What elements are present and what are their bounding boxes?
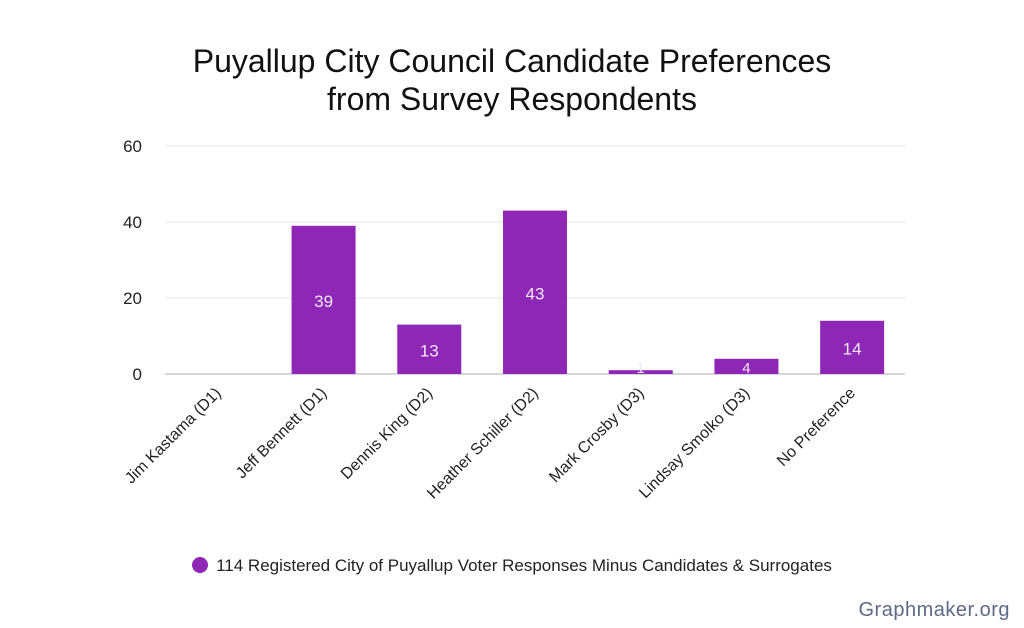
title-line-2: from Survey Respondents — [327, 81, 697, 117]
x-tick-label: Mark Crosby (D3) — [546, 385, 647, 486]
bar — [820, 320, 885, 374]
data-label: 4 — [742, 360, 750, 377]
x-tick-label: Heather Schiller (D2) — [424, 385, 542, 503]
bar — [503, 210, 567, 374]
y-tick-label: 0 — [133, 365, 142, 384]
title-line-1: Puyallup City Council Candidate Preferen… — [192, 43, 832, 79]
legend-label: 114 Registered City of Puyallup Voter Re… — [216, 556, 832, 575]
bar — [714, 358, 779, 374]
x-tick-label: Jim Kastama (D1) — [122, 385, 225, 488]
bar — [608, 370, 673, 374]
x-tick-label: No Preference — [774, 385, 859, 470]
watermark: Graphmaker.org — [858, 599, 1010, 621]
y-tick-label: 40 — [123, 213, 142, 232]
x-tick-label: Jeff Bennett (D1) — [233, 385, 330, 482]
data-label: 13 — [420, 341, 439, 360]
bar — [291, 225, 356, 374]
y-tick-label: 20 — [123, 289, 142, 308]
legend-swatch — [192, 557, 209, 573]
x-tick-label: Dennis King (D2) — [338, 385, 436, 483]
data-label: 43 — [526, 284, 545, 303]
data-label: 39 — [314, 292, 333, 311]
legend: 114 Registered City of Puyallup Voter Re… — [0, 556, 1024, 576]
data-label: 1 — [637, 360, 645, 377]
data-label: 14 — [843, 339, 862, 358]
x-tick-label: Lindsay Smolko (D3) — [636, 385, 753, 502]
y-tick-label: 60 — [123, 137, 142, 156]
bar — [397, 324, 462, 374]
chart-title: Puyallup City Council Candidate Preferen… — [0, 42, 1024, 118]
